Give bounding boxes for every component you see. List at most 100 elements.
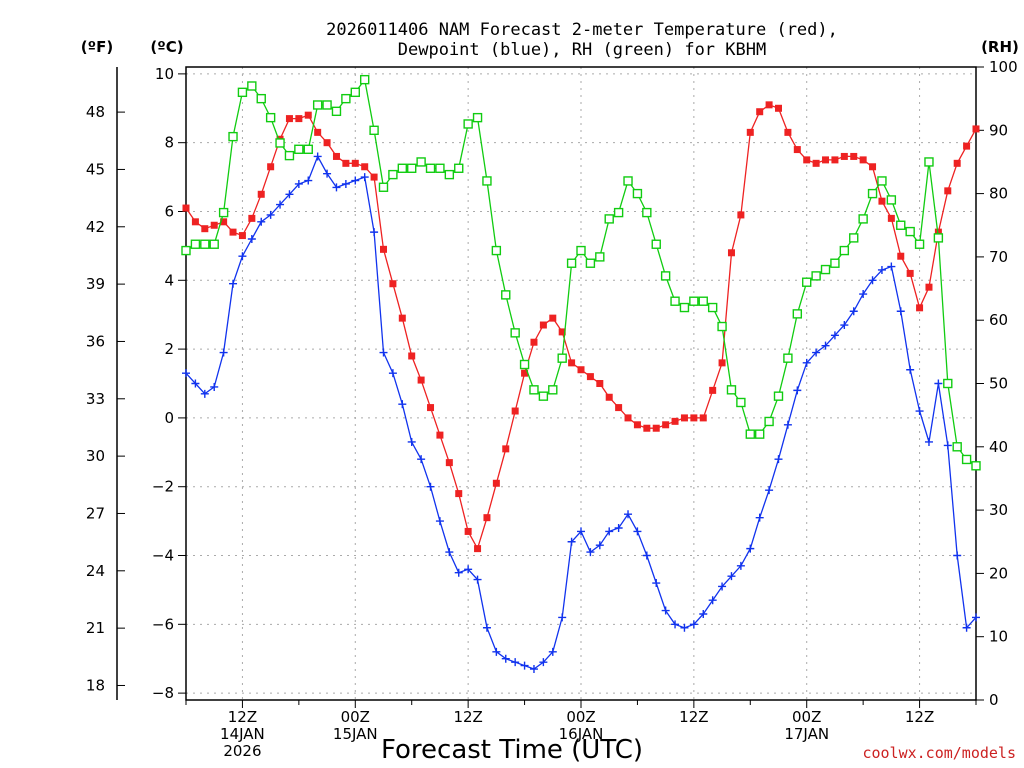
rh-point <box>491 245 502 256</box>
dewpoint-point <box>426 482 435 491</box>
rh-point <box>482 176 492 186</box>
rh-tick-label: 100 <box>989 58 1018 76</box>
fahrenheit-tick-label: 33 <box>86 390 105 408</box>
temperature-point <box>436 431 444 439</box>
dewpoint-point <box>746 544 755 553</box>
temperature-point <box>699 414 707 422</box>
rh-point <box>247 81 257 91</box>
x-tick-label: 12Z <box>228 708 257 726</box>
celsius-tick-label: −4 <box>152 547 174 565</box>
rh-point <box>454 163 464 173</box>
rh-point <box>820 264 831 275</box>
rh-point <box>181 245 191 256</box>
dewpoint-point <box>398 400 407 409</box>
dewpoint-point <box>642 551 651 560</box>
celsius-tick-label: 2 <box>164 340 174 358</box>
grid-lines <box>186 67 976 700</box>
temperature-point <box>831 156 839 164</box>
rh-point <box>764 416 774 427</box>
temperature-point <box>643 424 651 432</box>
rh-point <box>670 296 680 306</box>
dewpoint-point <box>595 541 604 550</box>
rh-point <box>736 397 746 408</box>
dewpoint-point <box>304 176 313 185</box>
celsius-tick-label: 10 <box>155 65 174 83</box>
temperature-point <box>304 111 312 119</box>
rh-tick-label: 10 <box>989 628 1008 646</box>
x-tick-label: 12Z <box>453 708 482 726</box>
dewpoint-point <box>614 523 623 532</box>
dewpoint-point <box>765 486 774 495</box>
temperature-point <box>417 376 425 384</box>
dewpoint-point <box>285 190 294 199</box>
rh-tick-label: 60 <box>989 311 1008 329</box>
rh-point <box>190 239 201 249</box>
celsius-tick-label: 4 <box>164 271 174 289</box>
dewpoint-point <box>605 527 614 536</box>
rh-point <box>839 245 850 256</box>
dewpoint-point <box>736 561 745 570</box>
temperature-point <box>925 283 933 291</box>
temperature-point <box>332 152 340 160</box>
temperature-point <box>398 314 406 322</box>
temperature-point <box>229 228 237 236</box>
temperature-point <box>502 445 510 453</box>
temperature-point <box>934 228 942 236</box>
temperature-point <box>314 128 322 136</box>
rh-point <box>435 163 445 173</box>
rh-tick-label: 50 <box>989 375 1008 393</box>
dewpoint-point <box>360 173 369 182</box>
rh-point <box>623 176 633 186</box>
rh-point <box>341 93 351 104</box>
rh-point <box>331 106 342 117</box>
dewpoint-point <box>238 252 247 261</box>
dewpoint-point <box>859 290 868 299</box>
dewpoint-point <box>454 568 463 577</box>
dewpoint-point <box>877 265 886 274</box>
dewpoint-point <box>332 183 341 192</box>
rh-point <box>792 309 803 319</box>
rh-point <box>557 353 567 363</box>
fahrenheit-tick-label: 42 <box>86 218 105 236</box>
dewpoint-point <box>718 582 727 591</box>
temperature-point <box>972 125 980 133</box>
fahrenheit-tick-label: 45 <box>86 160 105 178</box>
dewpoint-point <box>727 572 736 581</box>
rh-point <box>218 207 229 218</box>
x-axis-label: Forecast Time (UTC) <box>381 735 643 765</box>
dewpoint-point <box>539 658 548 667</box>
x-tick-label: 17JAN <box>784 725 829 743</box>
rh-point <box>971 461 981 471</box>
fahrenheit-tick-label: 18 <box>86 676 105 694</box>
rh-point <box>896 220 906 230</box>
temperature-point <box>361 163 369 171</box>
dewpoint-point <box>219 348 228 357</box>
temperature-point <box>257 190 265 198</box>
temperature-point <box>803 156 811 164</box>
dewpoint-point <box>652 579 661 588</box>
temperature-point <box>605 393 613 401</box>
rh-point <box>585 258 596 268</box>
temperature-point <box>511 407 519 415</box>
temperature-point <box>897 252 905 260</box>
rh-point <box>548 385 558 395</box>
x-tick-label: 00Z <box>792 708 821 726</box>
celsius-tick-label: −2 <box>152 478 174 496</box>
dewpoint-point <box>182 369 190 378</box>
rh-point <box>754 429 765 439</box>
dewpoint-point <box>379 348 388 357</box>
dewpoint-point <box>774 455 783 464</box>
dewpoint-point <box>435 517 444 526</box>
dewpoint-point <box>586 548 595 557</box>
dewpoint-point <box>896 307 905 316</box>
temperature-point <box>295 115 303 123</box>
dewpoint-point <box>548 647 557 656</box>
temperature-point <box>427 404 435 412</box>
temperature-point <box>615 404 623 412</box>
temperature-point <box>445 459 453 467</box>
temperature-point <box>822 156 830 164</box>
rh-point <box>849 233 859 243</box>
dewpoint-point <box>558 613 567 622</box>
celsius-tick-label: −6 <box>152 615 174 633</box>
fahrenheit-tick-label: 48 <box>86 103 105 121</box>
